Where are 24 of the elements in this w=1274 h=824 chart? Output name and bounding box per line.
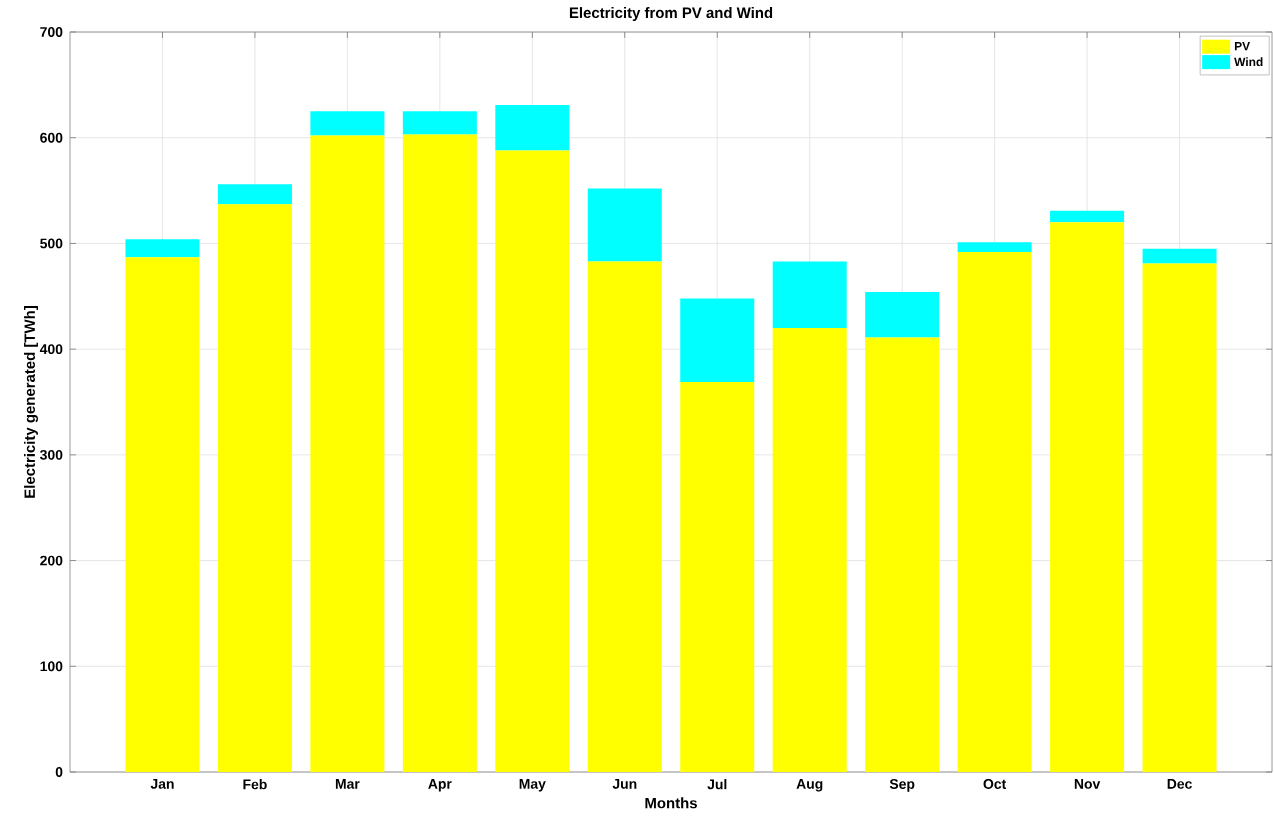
bar: [865, 292, 940, 338]
bar: [1142, 263, 1217, 772]
bar: [587, 261, 662, 772]
bar: [1050, 210, 1125, 223]
bar: [310, 135, 385, 772]
bar: [1142, 248, 1217, 264]
bar: [310, 111, 385, 136]
bar: [402, 134, 477, 772]
bar: [495, 150, 570, 772]
bar: [680, 381, 755, 772]
bar: [125, 239, 200, 258]
bar: [495, 104, 570, 151]
bar: [957, 251, 1032, 772]
bar: [772, 328, 847, 772]
bar: [587, 188, 662, 262]
bar: [865, 337, 940, 772]
bar: [1050, 222, 1125, 772]
bar: [957, 242, 1032, 252]
bar: [772, 261, 847, 328]
bar: [217, 184, 292, 205]
bar: [125, 257, 200, 772]
bar: [402, 111, 477, 135]
bar: [680, 298, 755, 382]
bar: [217, 204, 292, 772]
